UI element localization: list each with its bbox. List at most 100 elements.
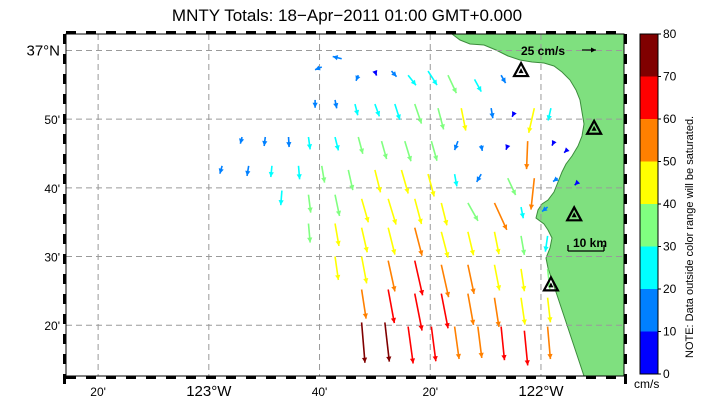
frame-tick [624, 314, 627, 324]
colorbar-segment [640, 289, 658, 332]
frame-tick [286, 376, 296, 379]
frame-tick [386, 31, 396, 34]
current-vector [546, 326, 553, 360]
current-vector [453, 140, 459, 151]
scale-bar-label: 10 km [573, 236, 607, 250]
current-vector [296, 165, 302, 180]
map-title: MNTY Totals: 18−Apr−2011 01:00 GMT+0.000 [172, 6, 522, 25]
frame-tick [486, 31, 496, 34]
frame-tick [106, 376, 116, 379]
frame-tick [466, 376, 476, 379]
current-vector [505, 144, 511, 151]
current-vector [520, 268, 527, 292]
current-vector [360, 198, 370, 223]
frame-tick [186, 376, 196, 379]
current-vector [440, 202, 449, 226]
frame-tick [66, 31, 76, 34]
station-triangle [565, 204, 584, 222]
frame-tick [166, 376, 176, 379]
colorbar-tick-label: 60 [663, 112, 677, 126]
frame-tick [306, 376, 316, 379]
current-vector [453, 326, 461, 360]
current-vector [467, 264, 476, 295]
latitude-label: 30' [44, 251, 60, 265]
frame-tick [246, 31, 256, 34]
frame-tick [526, 376, 536, 379]
frame-tick [624, 254, 627, 264]
current-vector [268, 165, 274, 178]
frame-tick [146, 376, 156, 379]
frame-tick [566, 31, 576, 34]
current-vector [413, 198, 423, 225]
current-vector [493, 297, 501, 327]
frame-tick [506, 376, 516, 379]
current-vector [407, 74, 417, 86]
current-vector [467, 231, 475, 256]
frame-tick [586, 31, 596, 34]
current-vector [380, 140, 388, 160]
station-triangle-center [518, 68, 524, 74]
current-vector [520, 297, 527, 325]
current-vector [413, 227, 424, 256]
frame-tick [406, 31, 416, 34]
frame-tick [386, 376, 396, 379]
colorbar-tick-label: 0 [663, 367, 670, 381]
frame-tick [63, 194, 66, 204]
land-polygon [451, 34, 624, 376]
frame-tick [186, 31, 196, 34]
current-vector [460, 108, 468, 131]
current-vector [546, 107, 552, 121]
colorbar-segment [640, 246, 658, 289]
frame-tick [63, 294, 66, 304]
colorbar: 0 10 20 30 40 50 60 70 80 cm/s NOTE: Data outsid… [634, 27, 696, 391]
colorbar-segment [640, 76, 658, 119]
station-triangle-center [548, 282, 554, 288]
current-vector [334, 223, 341, 247]
current-vector [541, 206, 549, 213]
current-vector [286, 136, 292, 148]
frame-tick [624, 154, 627, 164]
current-vector [372, 69, 378, 76]
current-vector [520, 235, 527, 256]
frame-tick [624, 234, 627, 244]
current-vector [334, 136, 340, 151]
current-vector [440, 293, 450, 329]
colorbar-tick-label: 70 [663, 70, 677, 84]
current-vector [493, 231, 501, 255]
current-vector [354, 103, 360, 116]
frame-tick [86, 376, 96, 379]
frame-tick [624, 294, 627, 304]
current-vector [453, 173, 459, 187]
frame-tick [226, 376, 236, 379]
frame-tick [346, 376, 356, 379]
station-triangle [542, 275, 560, 292]
frame-tick [406, 376, 416, 379]
frame-tick [624, 354, 627, 364]
current-vector [360, 227, 369, 253]
frame-tick [326, 376, 336, 379]
current-vector [360, 289, 368, 319]
current-vector [543, 235, 549, 252]
current-vector [437, 107, 445, 130]
current-vector [360, 256, 369, 284]
frame-tick [63, 374, 66, 384]
frame-tick [63, 314, 66, 324]
current-vector [413, 293, 424, 331]
longitude-label: 20' [422, 385, 438, 399]
current-vector [440, 231, 450, 258]
current-vector [511, 111, 517, 118]
station-triangle [512, 60, 530, 78]
current-vector [551, 139, 557, 146]
current-vector [374, 169, 382, 193]
frame-tick [106, 31, 116, 34]
current-vector [387, 227, 397, 255]
current-vector [333, 99, 339, 109]
frame-tick [266, 376, 276, 379]
frame-tick [306, 31, 316, 34]
frame-tick [63, 254, 66, 264]
longitude-label: 122°W [518, 383, 564, 400]
colorbar-tick-label: 50 [663, 155, 677, 169]
frame-tick [506, 31, 516, 34]
current-vector [430, 140, 439, 161]
